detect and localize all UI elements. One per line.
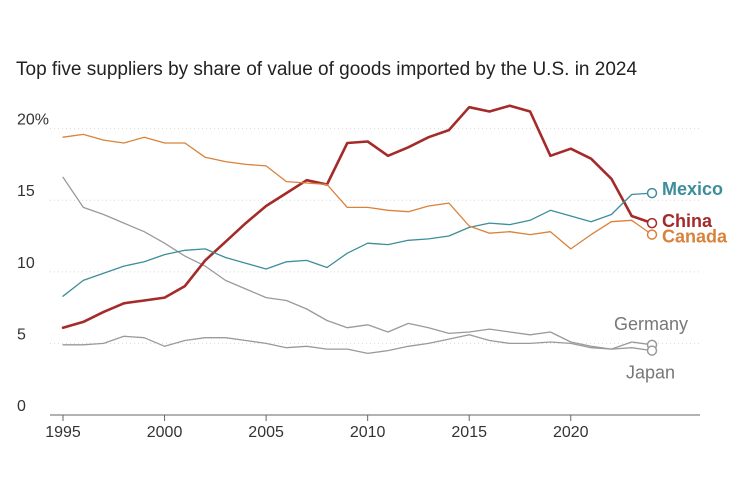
series-label-japan: Japan <box>626 363 675 383</box>
series-end-markers <box>646 187 658 356</box>
y-tick-label-10: 10 <box>17 255 35 272</box>
x-tick-label-2010: 2010 <box>350 424 386 441</box>
x-tick-label-1995: 1995 <box>45 424 81 441</box>
series-label-china: China <box>662 211 713 231</box>
series-label-canada: Canada <box>662 227 728 247</box>
y-axis-ticks: 0 5 10 15 20% <box>17 112 49 415</box>
series-lines <box>61 104 654 355</box>
series-line-japan <box>62 176 653 352</box>
x-tick-label-2020: 2020 <box>553 424 589 441</box>
series-label-mexico: Mexico <box>662 179 723 199</box>
series-end-dot-canada <box>646 229 658 240</box>
series-line-canada <box>62 133 653 250</box>
y-tick-label-5: 5 <box>17 326 26 343</box>
series-label-germany: Germany <box>614 314 688 334</box>
x-axis-ticks: 1995 2000 2005 2010 2015 2020 <box>45 415 589 441</box>
x-tick-label-2015: 2015 <box>451 424 487 441</box>
series-labels: Germany Japan China Mexico Canada <box>614 179 728 383</box>
x-tick-label-2000: 2000 <box>147 424 183 441</box>
x-tick-label-2005: 2005 <box>248 424 284 441</box>
series-line-china <box>61 104 654 330</box>
series-end-dot-japan <box>646 345 658 356</box>
series-line-germany <box>62 334 653 355</box>
y-tick-label-0: 0 <box>17 398 26 415</box>
y-tick-label-15: 15 <box>17 183 35 200</box>
series-end-dot-mexico <box>646 187 658 199</box>
y-tick-label-20: 20% <box>17 112 49 129</box>
chart-title: Top five suppliers by share of value of … <box>16 59 637 80</box>
series-line-mexico <box>62 192 653 297</box>
series-end-dot-china <box>646 217 658 229</box>
